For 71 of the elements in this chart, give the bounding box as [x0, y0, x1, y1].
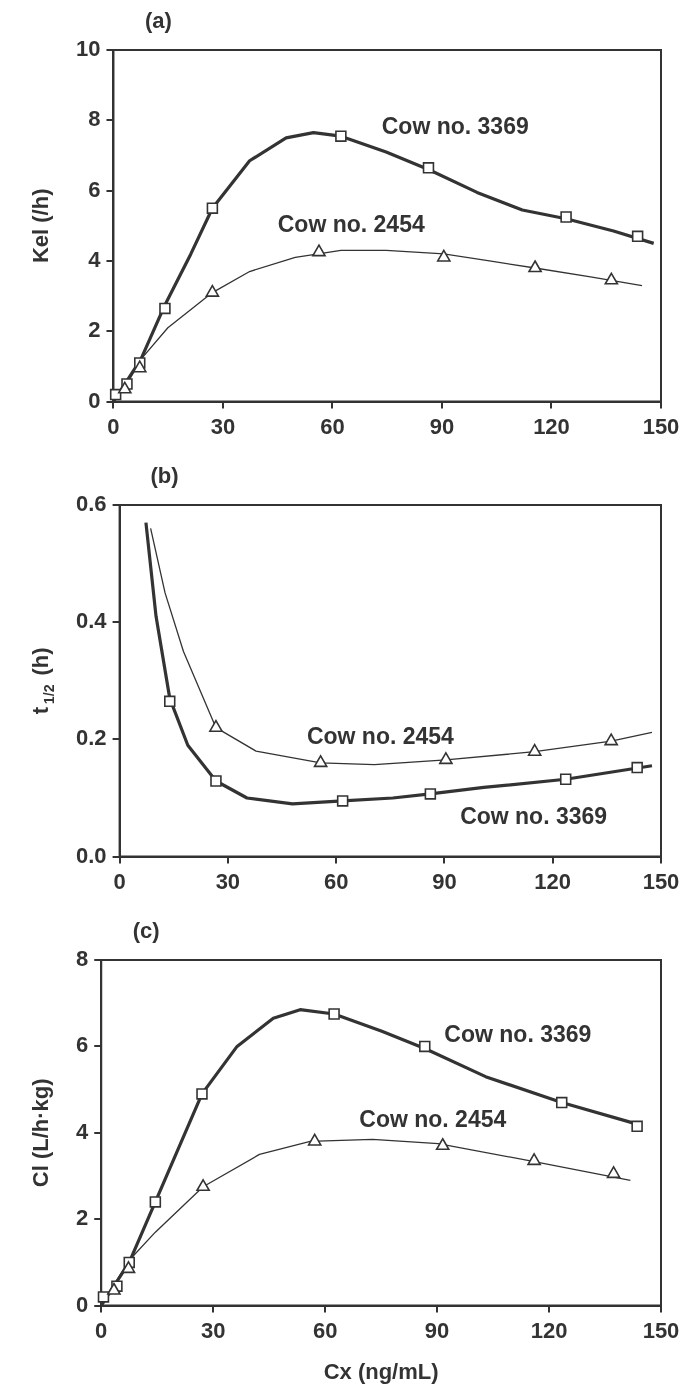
point: [132, 360, 147, 373]
point: [422, 162, 435, 174]
y-tick-label: 2: [88, 317, 101, 343]
point: [528, 260, 542, 273]
y-tick-label: 0: [75, 1291, 89, 1317]
point: [527, 1153, 541, 1166]
annotation: Cow no. 2454: [277, 211, 425, 238]
y-tick-label: 4: [75, 1118, 89, 1144]
x-tick-label: 90: [432, 868, 457, 894]
point: [555, 1096, 568, 1109]
point: [196, 1088, 208, 1100]
point: [328, 1008, 340, 1020]
y-tick-label: 4: [88, 247, 102, 273]
point: [149, 1196, 162, 1208]
point: [159, 302, 171, 315]
point: [335, 130, 347, 142]
point: [435, 1137, 450, 1151]
x-tick-label: 60: [323, 868, 349, 894]
x-axis-title: Cx (ng/mL): [323, 1359, 439, 1385]
y-tick-label: 6: [88, 176, 101, 202]
point: [631, 230, 644, 243]
chart-title: (c): [132, 918, 160, 944]
x-tick-label: 90: [424, 1317, 450, 1343]
chart-title: (a): [145, 8, 172, 34]
point: [312, 244, 326, 257]
x-tick-label: 120: [534, 868, 572, 894]
y-tick-label: 6: [75, 1032, 89, 1058]
annotation: Cow no. 3369: [444, 1021, 592, 1048]
x-tick-label: 60: [320, 413, 345, 439]
point: [631, 1120, 643, 1133]
y-axis-title: Kel (/h): [28, 188, 54, 264]
y-tick-label: 0.2: [75, 725, 107, 751]
point: [606, 1166, 621, 1179]
x-tick-label: 120: [533, 413, 570, 439]
y-tick-label: 2: [75, 1205, 89, 1231]
y-tick-label: 0.4: [75, 608, 108, 634]
x-tick-label: 60: [312, 1317, 338, 1343]
x-tick-label: 30: [200, 1317, 226, 1343]
x-tick-label: 90: [429, 413, 455, 439]
point: [307, 1133, 322, 1146]
point: [121, 1261, 136, 1274]
y-tick-label: 8: [75, 946, 89, 972]
y-tick-label: 8: [88, 106, 101, 132]
x-tick-label: 150: [642, 1317, 680, 1343]
point: [206, 202, 219, 214]
y-tick-label: 0: [88, 387, 101, 413]
point: [436, 249, 451, 262]
y-axis-title: t1/2 (h): [28, 647, 57, 715]
y-tick-label: 0.6: [75, 491, 107, 517]
point: [97, 1291, 110, 1303]
chart-title: (b): [150, 463, 179, 489]
point: [604, 272, 619, 285]
x-tick-label: 120: [530, 1317, 568, 1343]
x-tick-label: 30: [210, 413, 236, 439]
annotation: Cow no. 2454: [359, 1105, 507, 1132]
annotation: Cow no. 3369: [460, 802, 608, 829]
annotation: Cow no. 2454: [306, 723, 455, 750]
point: [419, 1040, 431, 1053]
point: [107, 1282, 121, 1295]
y-tick-label: 0.0: [75, 842, 107, 868]
x-tick-label: 0: [113, 868, 126, 894]
annotation: Cow no. 3369: [381, 112, 529, 139]
point: [117, 381, 132, 394]
y-axis-title: Cl (L/h·kg): [28, 1078, 54, 1188]
y-tick-label: 10: [75, 36, 101, 62]
x-tick-label: 150: [642, 413, 680, 439]
point: [196, 1179, 210, 1192]
point: [560, 211, 572, 223]
point: [205, 284, 220, 297]
x-tick-label: 150: [642, 868, 680, 894]
x-tick-label: 30: [215, 868, 241, 894]
